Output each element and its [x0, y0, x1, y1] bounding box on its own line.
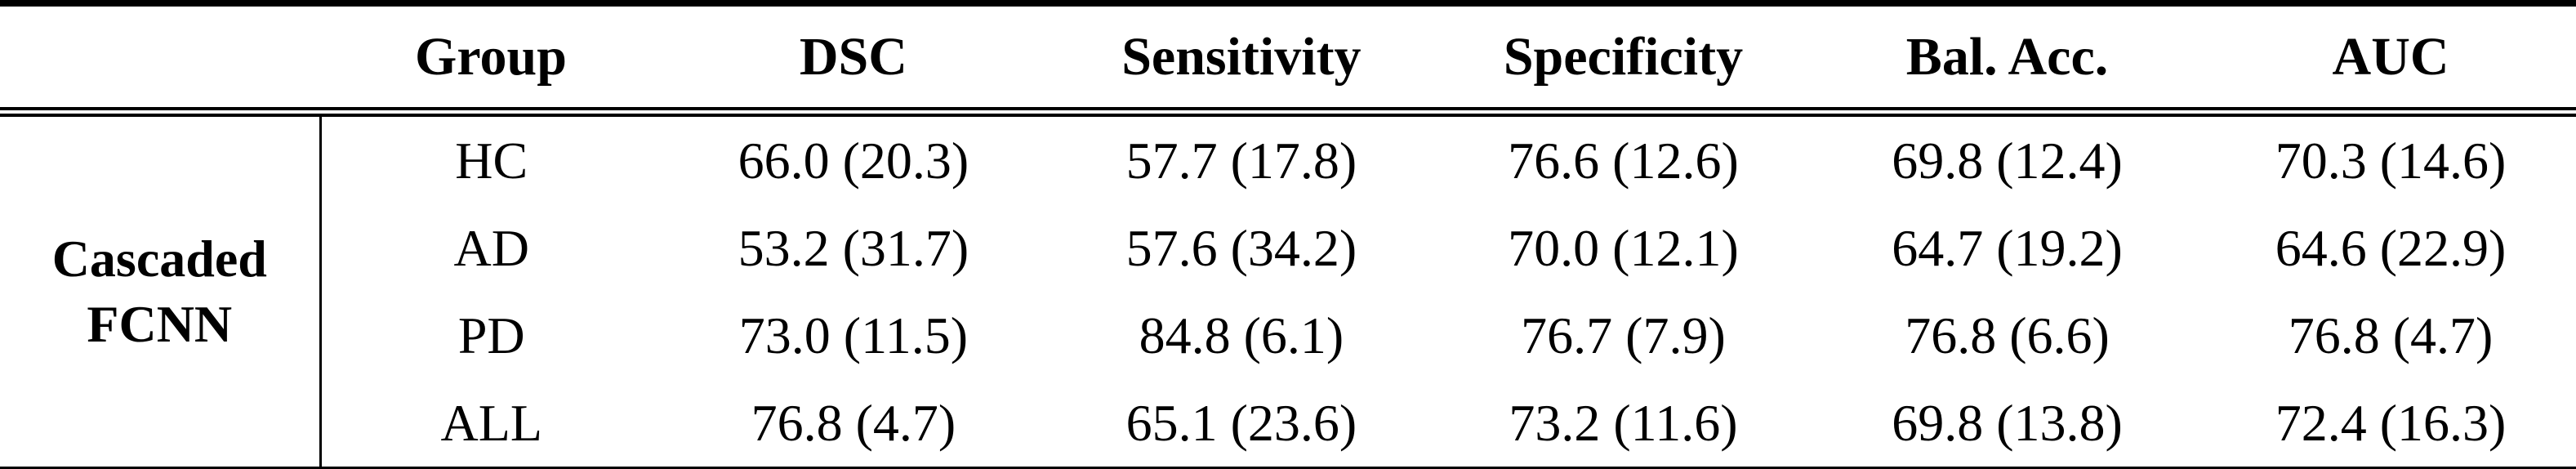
cell-auc: 76.8 (4.7) — [2288, 306, 2494, 364]
cell-dsc: 66.0 (20.3) — [738, 131, 969, 190]
cell-group: ALL — [320, 379, 662, 469]
model-label-cell: Cascaded FCNN — [0, 112, 322, 469]
cell-auc: 64.6 (22.9) — [2275, 218, 2507, 277]
col-header-bal-acc: Bal. Acc. — [1809, 0, 2206, 117]
corner-cell — [0, 0, 321, 117]
cell-dsc: 53.2 (31.7) — [738, 218, 969, 277]
cell-specificity: 70.0 (12.1) — [1508, 218, 1739, 277]
cell-bal-acc: 69.8 (12.4) — [1892, 131, 2123, 190]
table-row-hc: Cascaded FCNN HC 66.0 (20.3) 57.7 (17.8)… — [0, 112, 2576, 469]
cell-specificity: 76.7 (7.9) — [1521, 306, 1726, 364]
cell-sensitivity: 57.6 (34.2) — [1125, 218, 1357, 277]
col-header-sensitivity: Sensitivity — [1045, 0, 1437, 117]
cell-sensitivity: 57.7 (17.8) — [1125, 131, 1357, 190]
cell-dsc: 73.0 (11.5) — [738, 306, 969, 364]
table-row-pd: PD 73.0 (11.5) 84.8 (6.1) 76.7 (7.9) 76.… — [0, 292, 2576, 379]
table-row-ad: AD 53.2 (31.7) 57.6 (34.2) 70.0 (12.1) 6… — [0, 204, 2576, 292]
cell-auc: 70.3 (14.6) — [2275, 131, 2507, 190]
table-row-all: ALL 76.8 (4.7) 65.1 (23.6) 73.2 (11.6) 6… — [0, 379, 2576, 469]
cell-sensitivity: 65.1 (23.6) — [1045, 379, 1437, 469]
cell-bal-acc: 64.7 (19.2) — [1892, 218, 2123, 277]
cell-auc: 72.4 (16.3) — [2205, 379, 2576, 469]
cell-dsc: 76.8 (4.7) — [661, 379, 1045, 469]
cell-group: AD — [453, 218, 529, 277]
header-row: Group DSC Sensitivity Specificity Bal. A… — [0, 0, 2576, 117]
cell-bal-acc: 69.8 (13.8) — [1809, 379, 2206, 469]
model-label-line2: FCNN — [87, 295, 233, 353]
cell-specificity: 73.2 (11.6) — [1437, 379, 1809, 469]
model-label-line1: Cascaded — [51, 230, 267, 288]
cell-group: HC — [455, 131, 528, 190]
col-header-specificity: Specificity — [1437, 0, 1809, 117]
cell-group: PD — [457, 306, 525, 364]
col-header-auc: AUC — [2205, 0, 2576, 117]
col-header-dsc: DSC — [661, 0, 1045, 117]
cell-bal-acc: 76.8 (6.6) — [1905, 306, 2110, 364]
cell-specificity: 76.6 (12.6) — [1508, 131, 1739, 190]
cell-sensitivity: 84.8 (6.1) — [1139, 306, 1344, 364]
col-header-group: Group — [320, 0, 662, 117]
